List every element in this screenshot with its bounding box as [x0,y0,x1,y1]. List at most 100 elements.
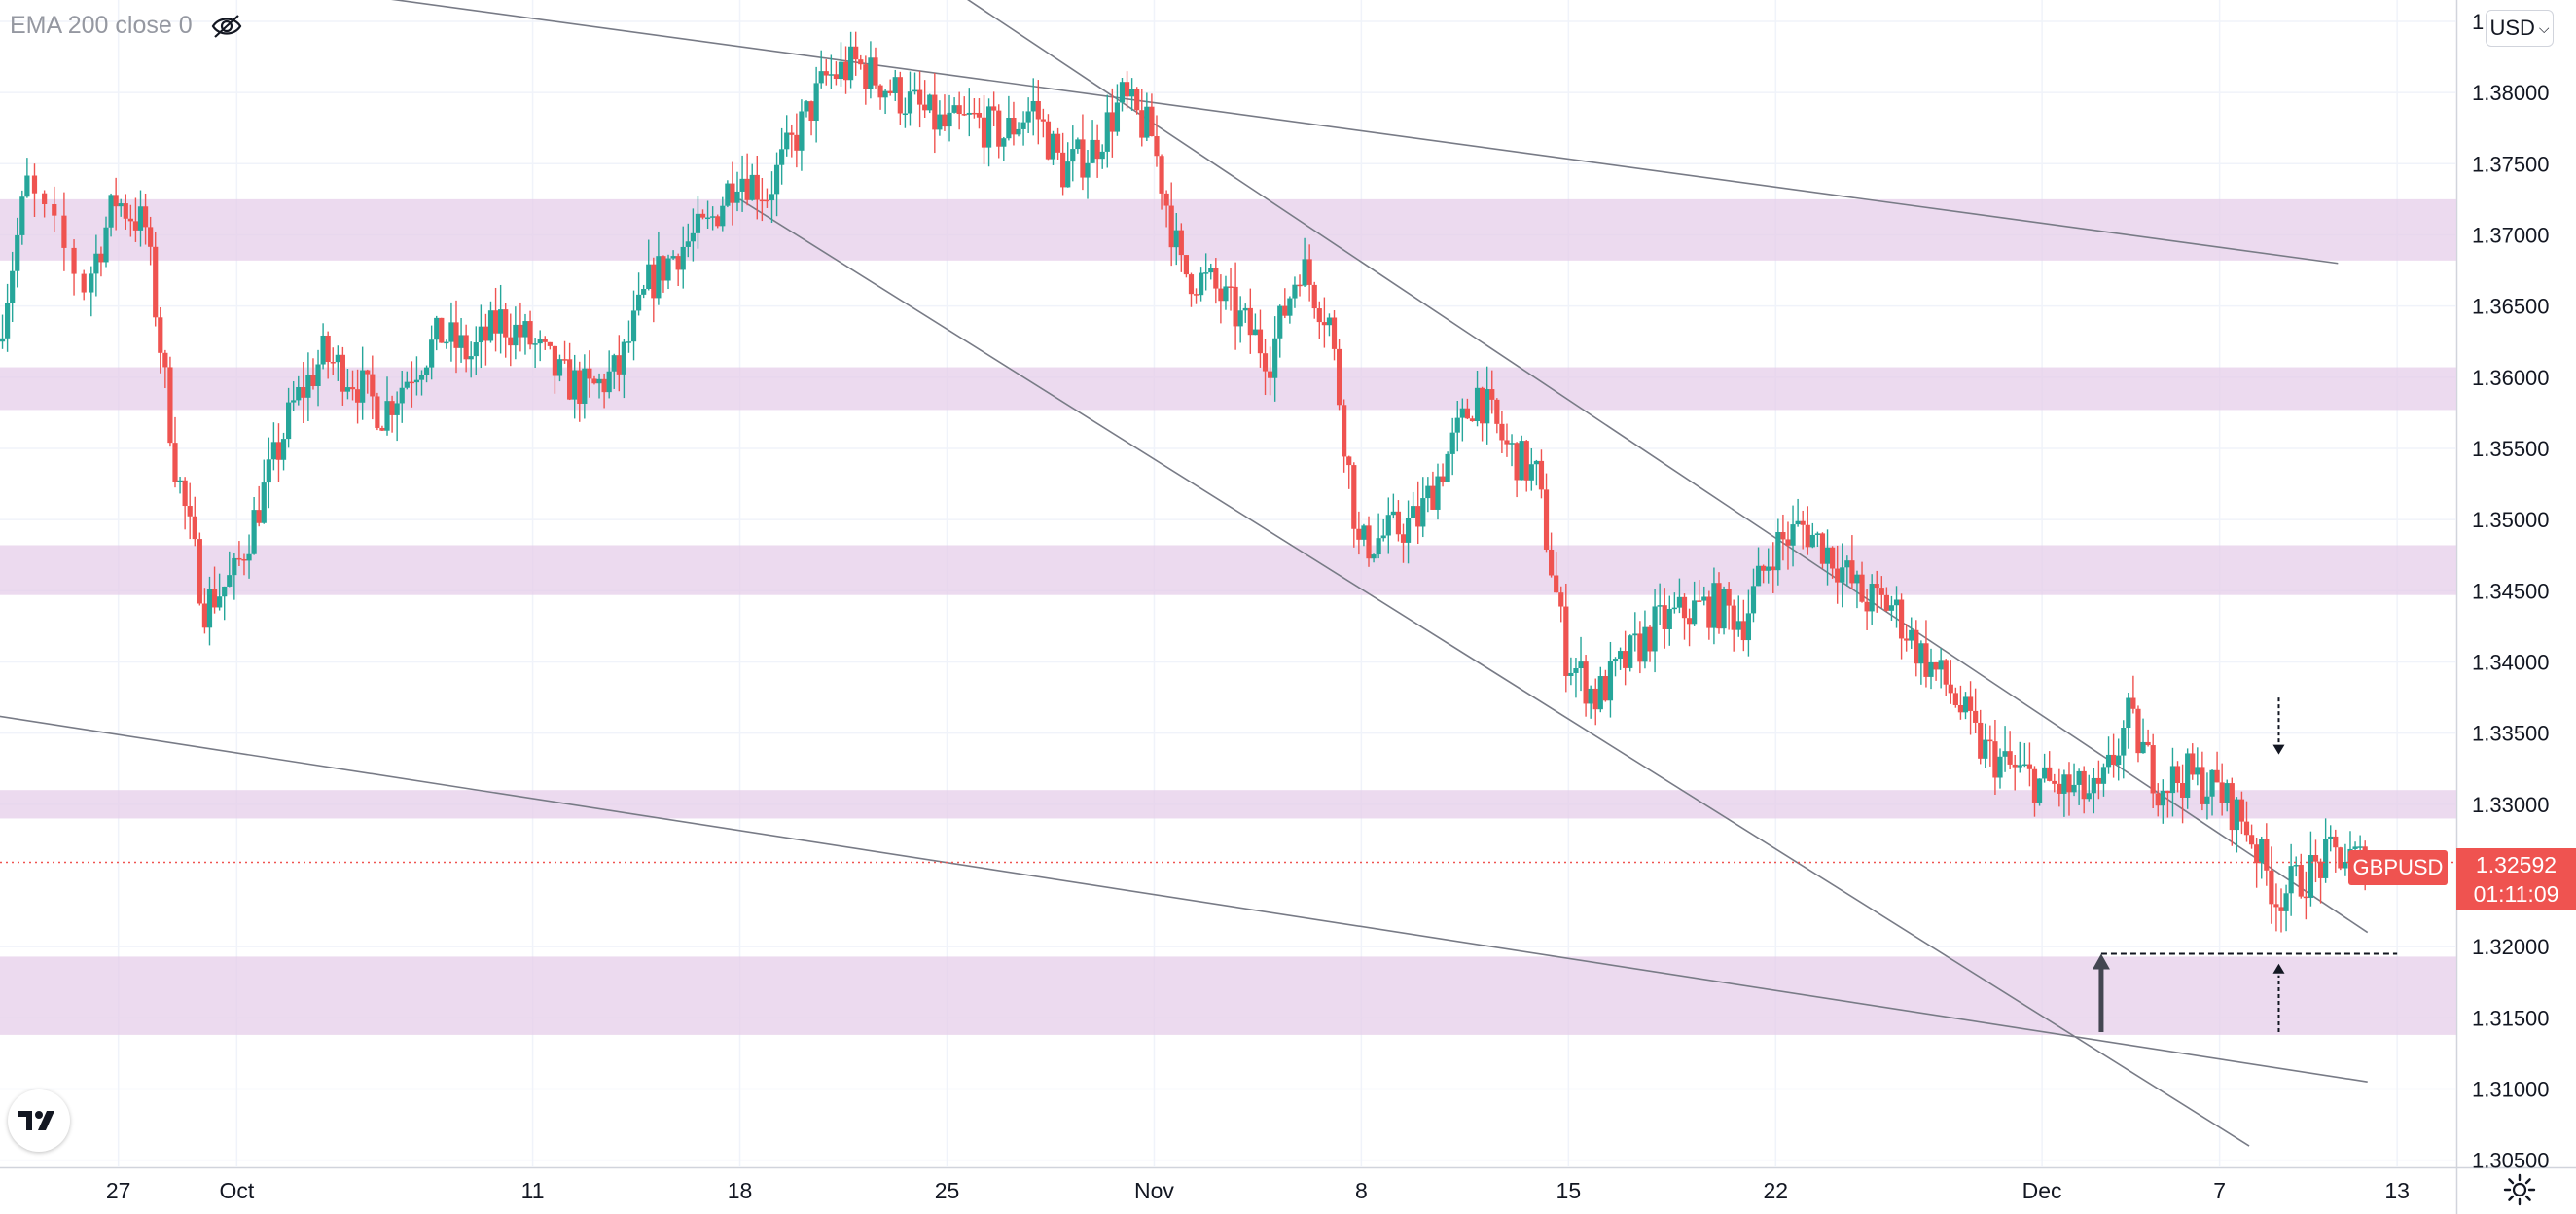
candle-body [2333,836,2339,848]
gear-icon[interactable] [2503,1173,2536,1206]
candle-body [621,341,626,375]
candle-body [1761,565,1767,571]
candle-body [1766,566,1771,571]
candle-body [2224,783,2230,803]
candle-body [1686,618,1693,625]
candle-body [2002,751,2008,757]
candle-body [453,322,459,348]
candle-body [182,480,188,507]
candle-body [1302,259,1307,286]
candle-body [19,196,25,235]
candle-body [985,106,992,148]
candle-body [685,241,691,247]
axis-panel [2457,0,2576,1214]
candle-body [2026,764,2033,769]
candle-body [591,378,597,384]
candle-body [2057,783,2062,794]
candle-body [1681,596,1688,619]
candle-body [2036,778,2043,803]
candle-body [1449,432,1455,454]
candle-body [81,273,87,293]
candle-body [1692,600,1698,625]
candle-body [848,46,854,81]
candle-body [192,516,197,540]
candle-body [1430,485,1436,510]
candle-body [201,603,208,628]
candle-body [1904,638,1910,641]
candle-body [1400,534,1407,543]
trendlines[interactable] [0,0,2369,1147]
candle-body [873,57,878,86]
candle-body [2298,865,2304,897]
candle-body [434,317,440,340]
candle-body [1262,353,1269,372]
price-overlays [0,697,2456,1032]
candle-body [1943,660,1949,685]
candle-body [2243,821,2250,836]
candle-body [444,341,449,344]
candle-body [236,557,242,560]
candle-body [1814,533,1820,535]
candle-body [773,164,780,195]
candle-body [1109,112,1115,132]
candle-body [917,89,923,105]
candle-body [784,132,790,150]
candle-body [1840,567,1845,583]
time-tick-label: 7 [2213,1178,2226,1203]
indicator-label[interactable]: EMA 200 close 0 [10,12,193,39]
candle-body [1923,643,1929,677]
candle-body [630,310,637,342]
candle-body [1380,535,1386,539]
candle-body [1469,418,1476,421]
candle-body [365,370,371,375]
candle-body [148,227,154,247]
candle-body [1992,741,1998,778]
candle-body [418,375,425,380]
candle-body [1583,661,1589,704]
candle-body [1395,511,1402,535]
price-tick-label: 1.36000 [2472,366,2550,390]
time-tick-label: Nov [1134,1178,1174,1203]
candle-body [518,324,523,338]
candle-body [1287,298,1293,316]
candle-body [991,106,997,111]
candle-body [2352,846,2358,849]
candle-body [1671,607,1677,610]
supply-demand-zones [0,198,2456,1035]
candle-body [15,234,20,271]
candle-body [1371,554,1377,559]
eye-crossed-icon[interactable] [210,14,243,39]
candle-body [2229,783,2235,831]
currency-selector[interactable]: USD ⌵ [2486,10,2554,47]
time-tick-label: 11 [521,1178,545,1203]
candle-body [448,322,454,342]
time-tick-label: 13 [2384,1178,2410,1203]
candle-body [699,213,706,218]
candle-body [354,389,361,403]
candle-body [423,367,430,375]
candle-body [2076,770,2082,785]
tradingview-logo[interactable]: TV [8,1089,70,1152]
solid-up-arrow-head [2092,953,2110,970]
candle-body [1662,605,1667,629]
candle-body [2052,780,2057,784]
candle-body [720,205,726,227]
candle-body [473,342,479,357]
candle-body [1366,525,1372,559]
candle-body [1114,102,1121,132]
candle-body [2047,767,2053,781]
candle-body [704,217,711,220]
candle-body [947,112,952,127]
candle-body [1878,588,1884,595]
candle-body [478,326,483,343]
candle-body [270,442,277,460]
candle-body [98,253,104,263]
candle-body [1987,739,1993,742]
candle-body [739,178,745,192]
candle-body [1918,643,1924,664]
price-tick-label: 1.31000 [2472,1078,2550,1102]
price-axis-labels: 1.385001.380001.375001.370001.365001.360… [2472,10,2550,1173]
candle-body [93,253,99,274]
candle-body [2160,790,2165,806]
